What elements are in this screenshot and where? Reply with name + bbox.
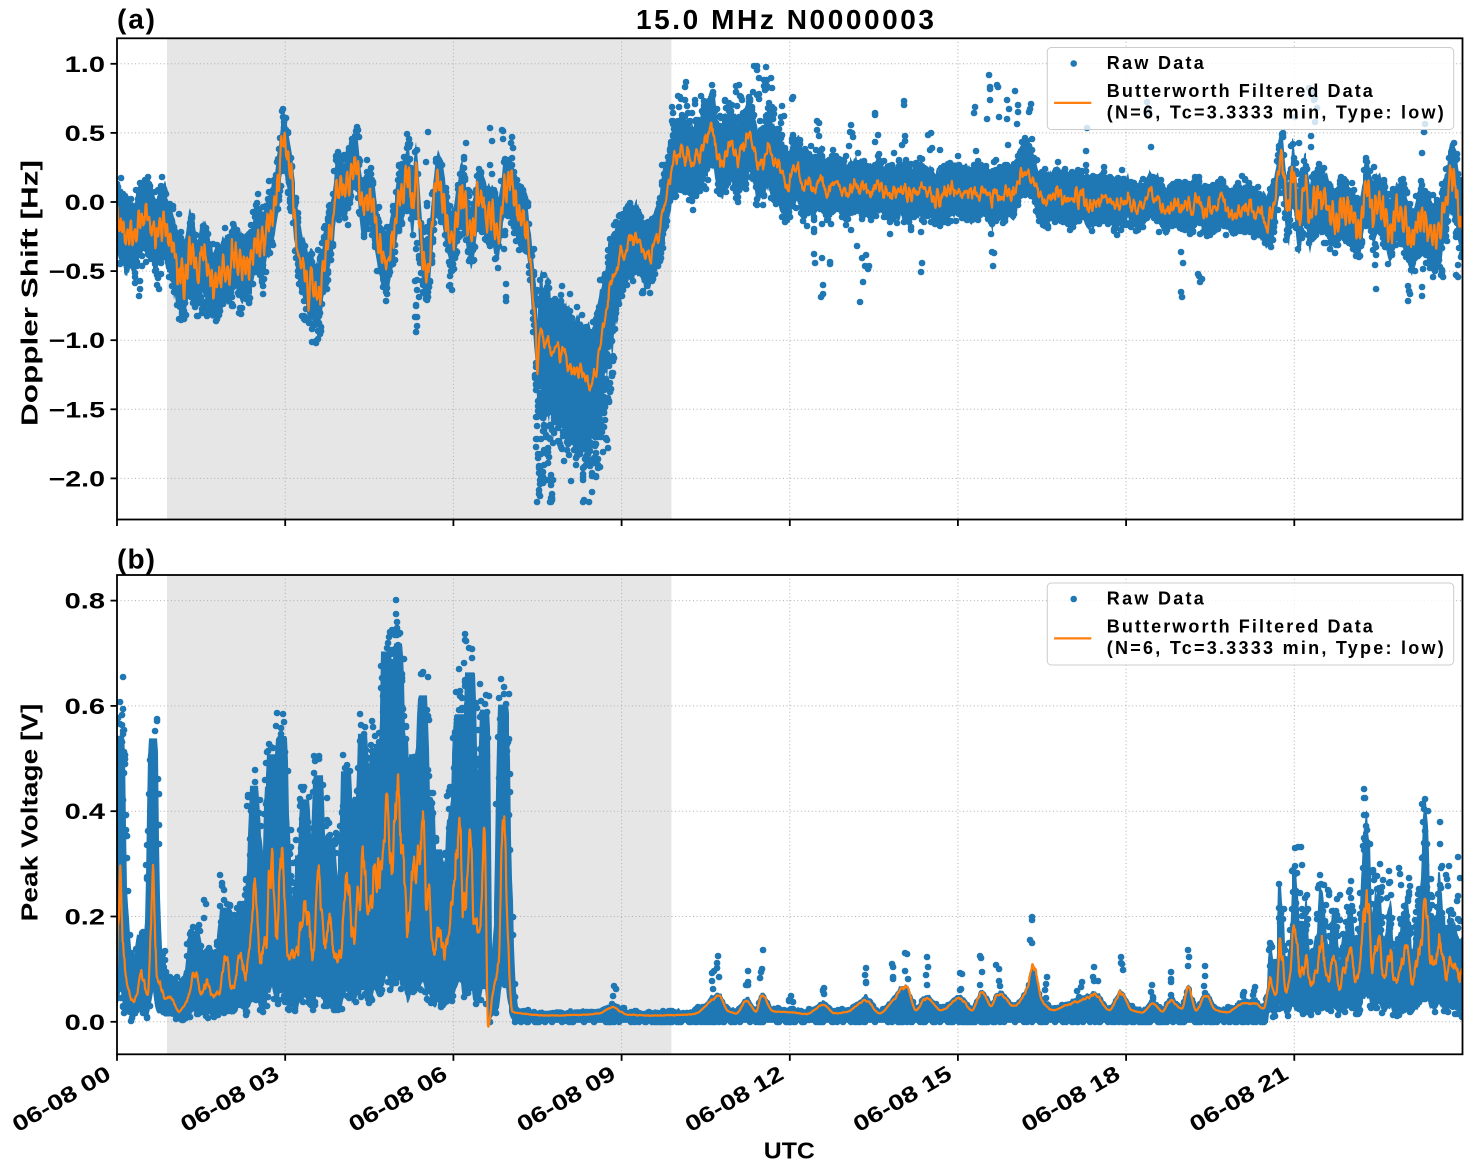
svg-text:(a): (a)	[117, 4, 155, 35]
svg-text:0.4: 0.4	[65, 800, 106, 824]
svg-text:Butterworth Filtered Data: Butterworth Filtered Data	[1107, 616, 1374, 636]
svg-text:(N=6, Tc=3.3333 min, Type: low: (N=6, Tc=3.3333 min, Type: low)	[1107, 638, 1444, 658]
svg-text:0.5: 0.5	[65, 122, 105, 146]
svg-text:(N=6, Tc=3.3333 min, Type: low: (N=6, Tc=3.3333 min, Type: low)	[1107, 102, 1444, 122]
svg-text:Butterworth Filtered Data: Butterworth Filtered Data	[1107, 81, 1374, 101]
svg-text:−1.0: −1.0	[49, 329, 105, 353]
svg-text:Peak Voltage [V]: Peak Voltage [V]	[18, 704, 43, 922]
svg-text:−1.5: −1.5	[49, 398, 105, 422]
svg-text:−2.0: −2.0	[49, 467, 105, 491]
svg-text:0.2: 0.2	[65, 906, 105, 930]
svg-text:0.0: 0.0	[65, 191, 105, 215]
svg-text:UTC: UTC	[764, 1139, 815, 1165]
svg-text:0.6: 0.6	[65, 695, 105, 719]
svg-text:0.0: 0.0	[65, 1011, 105, 1035]
svg-text:−0.5: −0.5	[49, 260, 105, 284]
svg-text:1.0: 1.0	[65, 53, 105, 77]
svg-text:(b): (b)	[117, 544, 155, 575]
svg-text:0.8: 0.8	[65, 590, 105, 614]
svg-text:Doppler Shift [Hz]: Doppler Shift [Hz]	[17, 160, 43, 426]
